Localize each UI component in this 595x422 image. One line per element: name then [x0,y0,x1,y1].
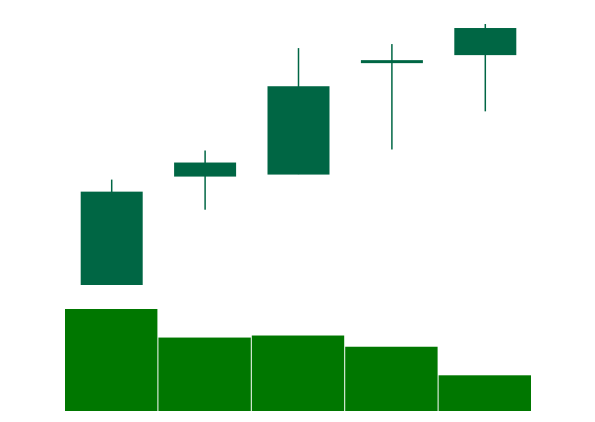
candle-body [454,28,517,56]
candle-body [360,60,423,64]
volume-bar [438,375,531,411]
candle-body [80,191,143,285]
candle-body [174,162,237,177]
volume-bar-plot [65,309,531,411]
candle-body [267,86,330,175]
volume-bar [345,346,438,411]
volume-bar [65,309,158,411]
volume-bar [158,337,251,411]
candlestick-plot [80,24,517,285]
volume-bar [251,335,345,411]
